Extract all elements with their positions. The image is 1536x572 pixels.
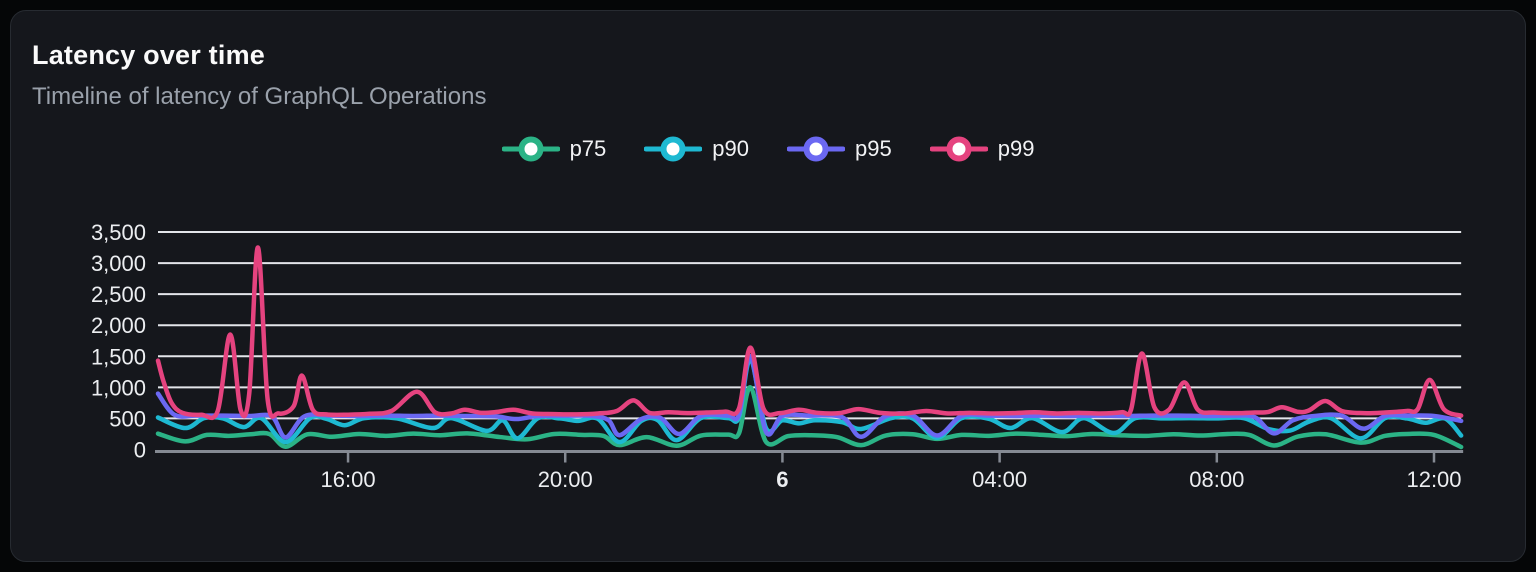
x-axis-label: 04:00 <box>972 467 1027 492</box>
x-axis-label: 6 <box>776 467 788 492</box>
series-line-p95 <box>155 354 1464 440</box>
y-axis-label: 2,000 <box>91 313 146 338</box>
y-axis-label: 3,000 <box>91 251 146 276</box>
x-axis-label: 08:00 <box>1189 467 1244 492</box>
legend-item-p75[interactable]: p75 <box>501 133 607 165</box>
y-axis-label: 500 <box>109 406 146 431</box>
x-axis-label: 12:00 <box>1406 467 1461 492</box>
p99-series-marker-icon <box>929 136 988 162</box>
page-title: Latency over time <box>32 40 265 70</box>
y-axis-label: 0 <box>134 438 146 463</box>
legend-label-p90: p90 <box>712 136 749 161</box>
page-subtitle: Timeline of latency of GraphQL Operation… <box>32 83 487 110</box>
p75-series-marker-icon <box>501 136 560 162</box>
x-axis-label: 16:00 <box>321 467 376 492</box>
series-line-p75 <box>155 385 1464 450</box>
y-axis-label: 1,500 <box>91 344 146 369</box>
legend-item-p95[interactable]: p95 <box>787 133 892 165</box>
p95-series-marker-icon <box>787 136 845 162</box>
chart-legend: p75 p90 p95 p99 <box>0 128 1536 170</box>
legend-item-p90[interactable]: p90 <box>644 133 749 165</box>
y-axis-label: 2,500 <box>91 282 146 307</box>
x-axis-label: 20:00 <box>538 467 593 492</box>
legend-item-p99[interactable]: p99 <box>929 133 1035 165</box>
y-axis-label: 1,000 <box>91 375 146 400</box>
series-line-p99 <box>155 245 1464 421</box>
y-axis-label: 3,500 <box>91 220 146 245</box>
legend-label-p99: p99 <box>997 136 1035 161</box>
legend-label-p95: p95 <box>855 136 892 161</box>
legend-label-p75: p75 <box>569 136 607 161</box>
p90-series-marker-icon <box>644 136 703 162</box>
